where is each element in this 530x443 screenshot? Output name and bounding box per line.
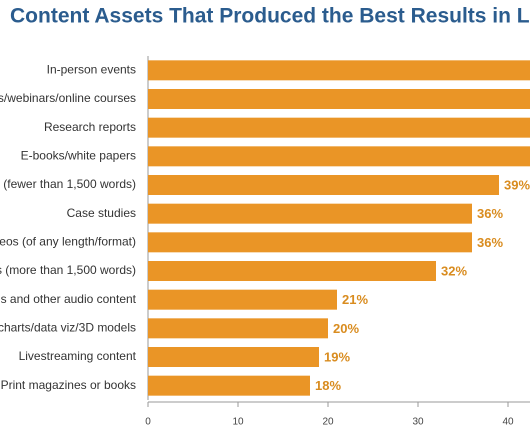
data-label: 39% [504, 177, 530, 192]
bar [148, 203, 472, 224]
category-label: s/webinars/online courses [0, 91, 136, 105]
x-tick-label: 10 [232, 417, 244, 428]
bar [148, 289, 337, 310]
bar [148, 175, 499, 195]
chart-title: Content Assets That Produced the Best Re… [10, 5, 530, 28]
category-label: s (more than 1,500 words) [0, 263, 136, 277]
x-tick-label: 0 [145, 417, 151, 428]
category-label: Livestreaming content [19, 349, 137, 363]
category-label: s (fewer than 1,500 words) [0, 177, 136, 191]
x-tick-label: 40 [502, 417, 514, 428]
data-label: 32% [441, 263, 467, 278]
data-label: 36% [477, 206, 503, 221]
x-tick-label: 30 [412, 417, 424, 428]
category-label: charts/data viz/3D models [0, 321, 136, 335]
bar [148, 146, 530, 167]
bar [148, 232, 472, 253]
data-label: 18% [315, 378, 341, 393]
category-label: s and other audio content [1, 292, 137, 306]
x-tick-label: 20 [322, 417, 334, 428]
bar [148, 347, 319, 367]
data-label: 19% [324, 349, 350, 364]
data-label: 36% [477, 235, 503, 250]
bar [148, 60, 530, 81]
category-label: In-person events [47, 63, 136, 77]
category-label: Case studies [67, 206, 136, 220]
category-label: eos (of any length/format) [0, 235, 136, 249]
bar [148, 318, 328, 339]
bar [148, 117, 530, 138]
category-label: Research reports [44, 120, 136, 134]
bar [148, 89, 530, 109]
category-label: Print magazines or books [1, 378, 136, 392]
data-label: 20% [333, 321, 359, 336]
bar [148, 375, 310, 396]
data-label: 21% [342, 292, 368, 307]
category-label: E-books/white papers [21, 149, 136, 163]
bar [148, 261, 436, 281]
